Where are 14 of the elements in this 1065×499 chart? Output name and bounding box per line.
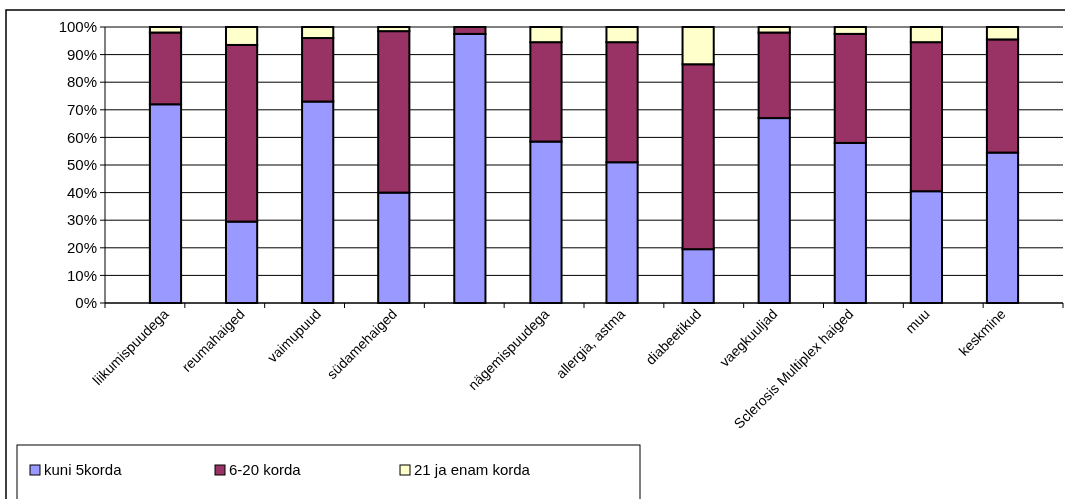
y-tick-label: 50% xyxy=(66,156,97,174)
y-tick-label: 100% xyxy=(58,18,97,36)
y-tick-label: 20% xyxy=(66,239,97,257)
y-tick-label: 40% xyxy=(66,183,97,201)
y-tick-label: 80% xyxy=(66,73,97,91)
y-tick-label: 70% xyxy=(66,101,97,119)
legend-label: 6-20 korda xyxy=(229,461,302,478)
y-tick-label: 0% xyxy=(75,294,97,312)
y-tick-label: 60% xyxy=(66,128,97,146)
y-tick-label: 10% xyxy=(66,266,97,284)
legend-label: kuni 5korda xyxy=(44,461,123,478)
y-tick-label: 90% xyxy=(66,45,97,63)
y-tick-label: 30% xyxy=(66,211,97,229)
legend-label: 21 ja enam korda xyxy=(414,461,531,478)
